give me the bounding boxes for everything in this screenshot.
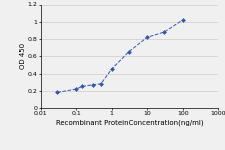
X-axis label: Recombinant ProteinConcentration(ng/ml): Recombinant ProteinConcentration(ng/ml) [56, 119, 203, 126]
Y-axis label: OD 450: OD 450 [20, 43, 26, 69]
